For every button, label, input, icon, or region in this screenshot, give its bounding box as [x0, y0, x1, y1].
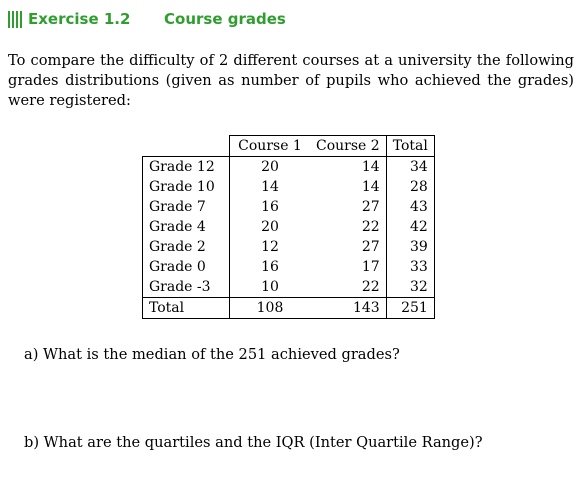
table-row: Grade 2 12 27 39	[142, 237, 435, 257]
header-total: Total	[385, 135, 435, 157]
exercise-title: Exercise 1.2	[28, 10, 131, 28]
course-2-count: 14	[361, 159, 380, 175]
total-count: 39	[385, 237, 435, 257]
course-1-count: 16	[261, 199, 279, 215]
course-2-total: 143	[310, 297, 387, 319]
question-b: b) What are the quartiles and the IQR (I…	[24, 434, 483, 451]
table-total-row: Total 108 143 251	[142, 297, 435, 319]
total-count: 42	[385, 217, 435, 237]
grades-table: Course 1 Course 2 Total Grade 12 20 14 3…	[142, 135, 435, 319]
course-1-total: 108	[229, 297, 310, 319]
table-row: Grade 4 20 22 42	[142, 217, 435, 237]
table-row: Grade 0 16 17 33	[142, 257, 435, 277]
total-count: 34	[385, 156, 435, 177]
exercise-header: Exercise 1.2 Course grades	[8, 9, 286, 29]
header-course-2: Course 2	[310, 135, 387, 157]
course-1-count: 14	[261, 179, 279, 195]
question-a: a) What is the median of the 251 achieve…	[24, 346, 400, 363]
table-row: Grade 10 14 14 28	[142, 177, 435, 197]
course-1-count: 12	[261, 239, 279, 255]
course-1-count: 20	[261, 219, 279, 235]
total-row-label: Total	[142, 297, 230, 319]
course-2-count: 22	[361, 219, 380, 235]
table-row: Grade 7 16 27 43	[142, 197, 435, 217]
total-count: 32	[385, 277, 435, 298]
course-2-count: 17	[361, 259, 380, 275]
course-1-count: 10	[261, 279, 279, 295]
row-label: Grade 7	[142, 197, 230, 217]
row-label: Grade 0	[142, 257, 230, 277]
row-label: Grade -3	[142, 277, 230, 298]
row-label: Grade 2	[142, 237, 230, 257]
row-label: Grade 10	[142, 177, 230, 197]
table-corner	[143, 136, 230, 157]
exercise-bars-icon	[8, 10, 22, 28]
header-course-1: Course 1	[229, 135, 310, 157]
row-label: Grade 12	[142, 156, 230, 177]
intro-paragraph: To compare the difficulty of 2 different…	[8, 52, 574, 109]
course-1-count: 20	[261, 159, 279, 175]
course-2-count: 22	[361, 279, 380, 295]
total-count: 33	[385, 257, 435, 277]
course-2-count: 14	[361, 179, 380, 195]
course-2-count: 27	[361, 199, 380, 215]
table-row: Grade -3 10 22 32	[142, 277, 435, 298]
exercise-subject: Course grades	[164, 10, 286, 28]
course-2-count: 27	[361, 239, 380, 255]
table-row: Grade 12 20 14 34	[142, 156, 435, 177]
total-count: 28	[385, 177, 435, 197]
grand-total: 251	[385, 297, 435, 319]
course-1-count: 16	[261, 259, 279, 275]
total-count: 43	[385, 197, 435, 217]
row-label: Grade 4	[142, 217, 230, 237]
table-header-row: Course 1 Course 2 Total	[143, 135, 435, 157]
